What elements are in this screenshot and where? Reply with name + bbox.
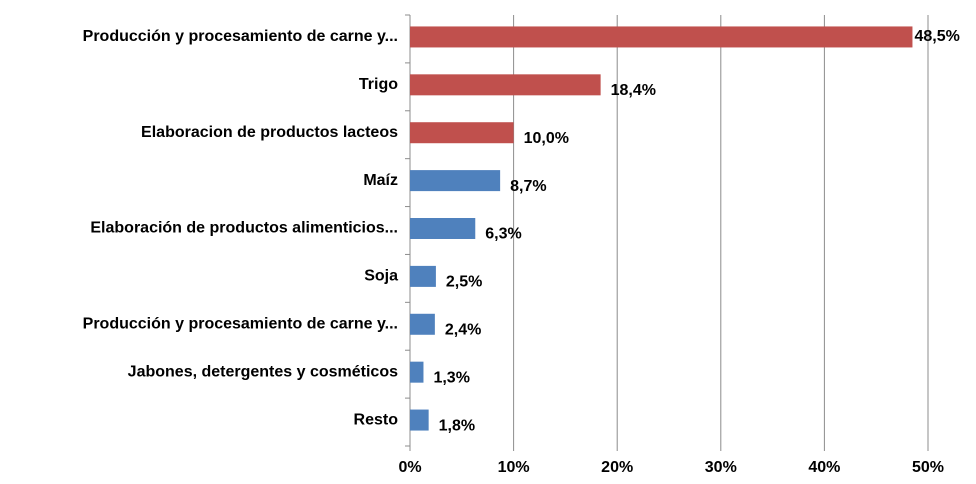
bar [410,122,514,144]
value-label: 48,5% [914,28,959,45]
value-label: 6,3% [485,226,521,243]
bar [410,170,501,192]
bar [410,26,913,48]
y-tick-label: Producción y procesamiento de carne y... [83,315,398,332]
y-tick-label: Producción y procesamiento de carne y... [83,28,398,45]
bar [410,218,476,239]
value-label: 10,0% [524,130,569,147]
x-tick-label: 20% [601,459,633,476]
y-tick-label: Maíz [363,172,398,189]
bar [410,74,601,96]
y-tick-label: Soja [364,268,398,285]
y-tick-label: Trigo [359,76,398,93]
bar [410,409,429,431]
value-label: 2,4% [445,321,481,338]
x-tick-label: 30% [705,459,737,476]
bar [410,313,435,335]
bar [410,361,424,383]
value-label: 1,8% [439,417,475,434]
y-tick-label: Elaboración de productos alimenticios... [90,220,398,237]
value-label: 8,7% [510,178,546,195]
x-tick-label: 0% [398,459,421,476]
bar [410,265,436,287]
x-tick-label: 10% [498,459,530,476]
x-tick-label: 50% [912,459,944,476]
y-tick-label: Resto [354,411,399,428]
value-label: 18,4% [611,82,656,99]
value-label: 1,3% [433,369,469,386]
x-tick-label: 40% [808,459,840,476]
y-tick-label: Elaboracion de productos lacteos [141,124,398,141]
value-label: 2,5% [446,274,482,291]
y-tick-label: Jabones, detergentes y cosméticos [128,363,398,380]
